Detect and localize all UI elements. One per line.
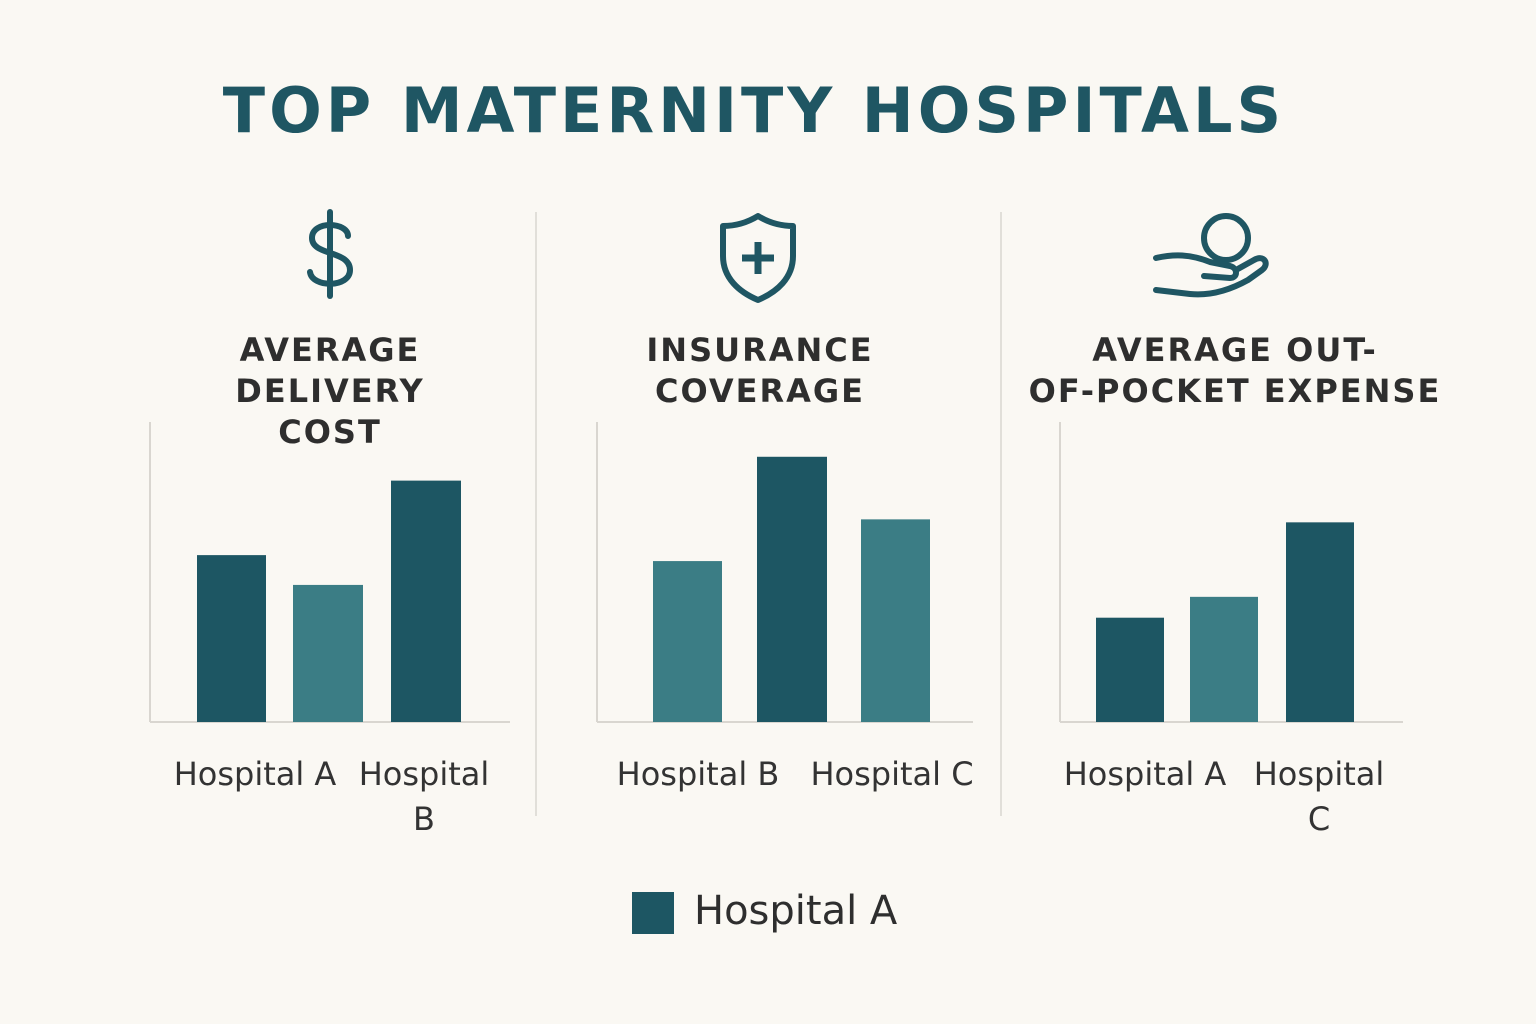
insurance-coverage-panel: INSURANCE COVERAGE Hospital B Hospital C	[535, 0, 1000, 1024]
panel-title-line: AVERAGE DELIVERY	[235, 331, 425, 410]
category-label: Hospital B	[358, 755, 490, 838]
chart-bar	[1286, 522, 1354, 722]
panel-title-line: COST	[278, 413, 382, 451]
panel-title-line: AVERAGE OUT-	[1092, 331, 1378, 369]
insurance-coverage-chart	[596, 422, 973, 723]
panel-title-line: OF-POCKET EXPENSE	[1028, 372, 1442, 410]
chart-bar	[653, 561, 722, 722]
chart-bar	[757, 456, 827, 722]
category-label: Hospital B	[616, 755, 780, 793]
out-of-pocket-panel: AVERAGE OUT- OF-POCKET EXPENSE Hospital …	[1000, 0, 1536, 1024]
legend-label: Hospital A	[694, 888, 898, 934]
out-of-pocket-chart	[1059, 422, 1403, 723]
panel-title: AVERAGE OUT- OF-POCKET EXPENSE	[1020, 330, 1450, 412]
panel-title: AVERAGE DELIVERY COST	[140, 330, 520, 453]
chart-bar	[197, 555, 266, 722]
category-label: Hospital C	[1253, 755, 1385, 838]
chart-bar	[391, 480, 461, 722]
category-label: Hospital A	[173, 755, 337, 793]
panel-divider	[535, 212, 537, 816]
delivery-cost-chart	[149, 422, 510, 723]
panel-divider	[1000, 212, 1002, 816]
chart-bar	[861, 519, 930, 722]
legend-swatch	[632, 892, 674, 934]
chart-bar	[1096, 617, 1164, 722]
panel-title-line: INSURANCE	[646, 331, 874, 369]
chart-bar	[1190, 596, 1258, 722]
shield-plus-icon	[720, 213, 796, 303]
panel-title-line: COVERAGE	[655, 372, 865, 410]
delivery-cost-panel: AVERAGE DELIVERY COST Hospital A Hospita…	[0, 0, 535, 1024]
page-title: TOP MATERNITY HOSPITALS	[222, 74, 1286, 147]
chart-bar	[293, 584, 363, 722]
hand-coin-icon	[1153, 213, 1269, 298]
category-label: Hospital C	[810, 755, 974, 793]
category-label: Hospital A	[1063, 755, 1227, 793]
panel-title: INSURANCE COVERAGE	[565, 330, 955, 412]
dollar-icon	[307, 209, 354, 299]
